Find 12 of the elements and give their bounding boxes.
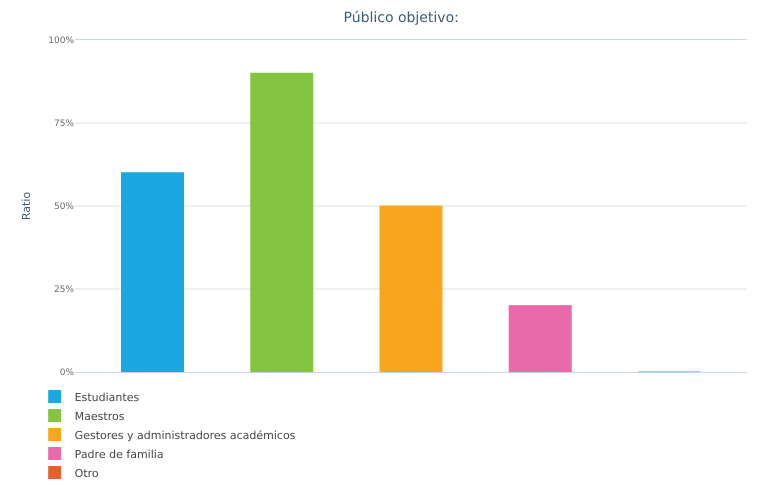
legend-label: Otro — [74, 466, 99, 480]
y-tick-label: 0% — [60, 368, 74, 378]
legend-label: Estudiantes — [74, 390, 140, 404]
y-axis-title: Ratio — [20, 192, 33, 220]
legend-label: Padre de familia — [74, 448, 164, 461]
chart-title: Público objetivo: — [344, 10, 459, 26]
y-tick-label: 75% — [54, 119, 74, 130]
legend-label: Maestros — [74, 410, 125, 423]
legend-label: Gestores y administradores académicos — [74, 428, 296, 442]
y-tick-label: 50% — [54, 202, 74, 212]
y-tick-label: 100% — [48, 36, 74, 46]
y-tick-label: 25% — [54, 285, 74, 296]
